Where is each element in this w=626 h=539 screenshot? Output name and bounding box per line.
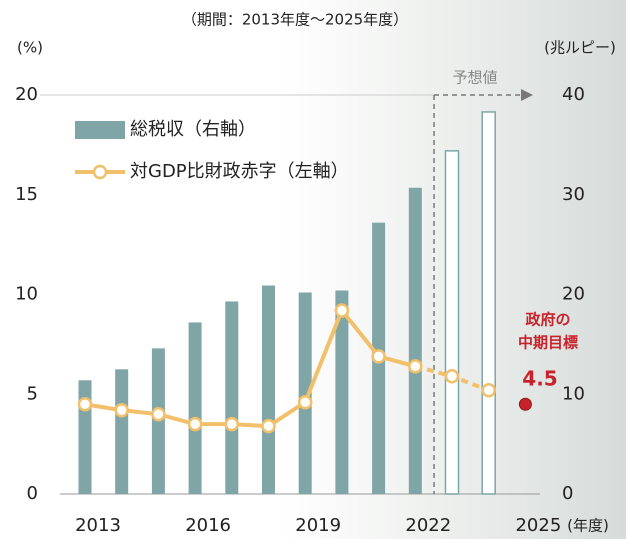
y2-tick-label: 20 bbox=[562, 284, 585, 305]
legend-swatch bbox=[94, 166, 106, 178]
x-tick-label: 2016 bbox=[185, 515, 231, 536]
line-marker bbox=[189, 418, 201, 430]
y-tick-label: 5 bbox=[27, 383, 38, 404]
x-tick-label: 2025 bbox=[515, 515, 561, 536]
chart: （期間：2013年度～2025年度） (%) (兆ルピー) (年度) 0 5 10 1… bbox=[0, 0, 626, 539]
legend-label: 総税収（右軸） bbox=[130, 119, 256, 140]
y2-tick-label: 40 bbox=[562, 84, 585, 105]
line-marker bbox=[446, 370, 458, 382]
x-tick-label: 2022 bbox=[405, 515, 451, 536]
target-point bbox=[519, 398, 531, 410]
background bbox=[0, 0, 626, 539]
line-marker bbox=[299, 396, 311, 408]
y2-axis-label: (兆ルピー) bbox=[544, 39, 616, 57]
y2-tick-label: 0 bbox=[562, 483, 573, 504]
line-marker bbox=[373, 350, 385, 362]
bar bbox=[446, 151, 459, 494]
forecast-label: 予想値 bbox=[452, 69, 497, 87]
line-marker bbox=[263, 420, 275, 432]
y-tick-label: 15 bbox=[15, 184, 38, 205]
y-axis-label: (%) bbox=[17, 39, 43, 57]
x-tick-label: 2019 bbox=[295, 515, 341, 536]
target-label: 政府の bbox=[525, 311, 570, 329]
subtitle: （期間：2013年度～2025年度） bbox=[182, 11, 408, 29]
legend-swatch bbox=[75, 121, 125, 139]
bar bbox=[409, 188, 422, 494]
line-marker bbox=[336, 304, 348, 316]
bar bbox=[262, 286, 275, 494]
line-marker bbox=[226, 418, 238, 430]
y2-tick-label: 10 bbox=[562, 383, 585, 404]
line-marker bbox=[79, 398, 91, 410]
y-tick-label: 10 bbox=[15, 284, 38, 305]
target-value: 4.5 bbox=[522, 367, 557, 391]
target-label: 中期目標 bbox=[518, 334, 578, 352]
line-marker bbox=[116, 404, 128, 416]
line-marker bbox=[483, 384, 495, 396]
y-tick-label: 20 bbox=[15, 84, 38, 105]
y-tick-label: 0 bbox=[27, 483, 38, 504]
x-axis-unit: (年度) bbox=[567, 517, 609, 535]
page: {"chart_data": {"type": "bar-line", "sub… bbox=[0, 0, 626, 539]
x-tick-label: 2013 bbox=[75, 515, 121, 536]
bar bbox=[115, 369, 128, 494]
line-marker bbox=[409, 360, 421, 372]
y2-tick-label: 30 bbox=[562, 184, 585, 205]
line-marker bbox=[152, 408, 164, 420]
bar bbox=[482, 112, 495, 494]
legend-label: 対GDP比財政赤字（左軸） bbox=[130, 161, 349, 182]
bar bbox=[189, 322, 202, 494]
bar bbox=[225, 301, 238, 494]
